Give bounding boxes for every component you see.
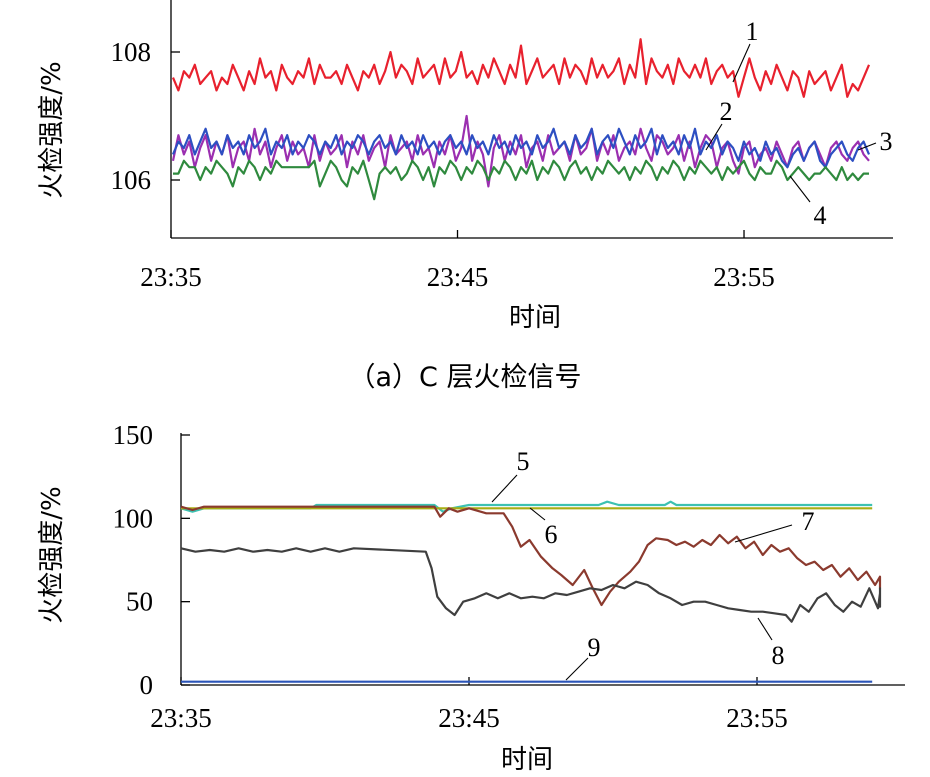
- chart-b-leader-8: [757, 617, 773, 641]
- chart-b-annotation-7: 7: [802, 507, 815, 536]
- chart-b-y-tick-label: 100: [113, 503, 154, 533]
- chart-a: 106 108 23:35 23:45 23:55 时间 火检强度/% （a）C 层火检信号 1…: [37, 0, 893, 393]
- chart-a-annotation-2: 2: [720, 97, 733, 126]
- chart-a-x-tick-label: 23:35: [140, 262, 202, 292]
- chart-a-annotation-1: 1: [746, 17, 759, 46]
- chart-b-x-tick-label: 23:55: [726, 703, 788, 733]
- chart-b-x-tick-label: 23:45: [438, 703, 500, 733]
- chart-a-series-4: [173, 159, 869, 201]
- chart-a-leader-4: [789, 175, 811, 203]
- chart-b-x-tick-label: 23:35: [150, 703, 212, 733]
- chart-a-series-1: [171, 38, 871, 98]
- chart-b-annotation-9: 9: [588, 633, 601, 662]
- chart-a-y-axis-label: 火检强度/%: [37, 61, 67, 198]
- chart-b-leader-7: [734, 524, 793, 543]
- chart-a-y-tick-label: 108: [111, 37, 152, 67]
- chart-b-x-axis-label: 时间: [501, 745, 553, 775]
- chart-a-x-tick-label: 23:55: [713, 262, 775, 292]
- chart-b-y-axis-label: 火检强度/%: [37, 486, 67, 623]
- chart-a-leader-2: [705, 123, 723, 151]
- chart-b-leader-5: [491, 474, 518, 503]
- chart-a-caption: （a）C 层火检信号: [349, 362, 582, 393]
- chart-b-annotation-6: 6: [545, 520, 558, 549]
- chart-b-series-7: [180, 505, 882, 607]
- chart-a-annotation-4: 4: [814, 201, 827, 230]
- chart-b-y-tick-label: 50: [126, 587, 153, 617]
- chart-a-x-axis-label: 时间: [509, 303, 561, 333]
- chart-a-y-tick-label: 106: [111, 165, 152, 195]
- chart-b: 0 50 100 150 23:35 23:45 23:55 时间 火检强度/% 5 6 7 8 9: [37, 420, 905, 775]
- chart-a-leader-3: [857, 142, 877, 151]
- chart-b-leader-6: [529, 507, 546, 521]
- chart-a-leader-1: [732, 43, 751, 83]
- chart-a-x-tick-label: 23:45: [427, 262, 489, 292]
- chart-b-annotation-8: 8: [772, 641, 785, 670]
- chart-b-y-tick-label: 150: [113, 420, 154, 450]
- chart-b-leader-9: [565, 657, 589, 681]
- chart-a-series-2: [171, 114, 870, 188]
- chart-a-annotation-3: 3: [880, 127, 893, 156]
- chart-b-series-8: [180, 547, 882, 623]
- chart-b-annotation-5: 5: [517, 447, 530, 476]
- chart-a-series-3: [171, 127, 871, 169]
- chart-b-y-tick-label: 0: [140, 670, 154, 700]
